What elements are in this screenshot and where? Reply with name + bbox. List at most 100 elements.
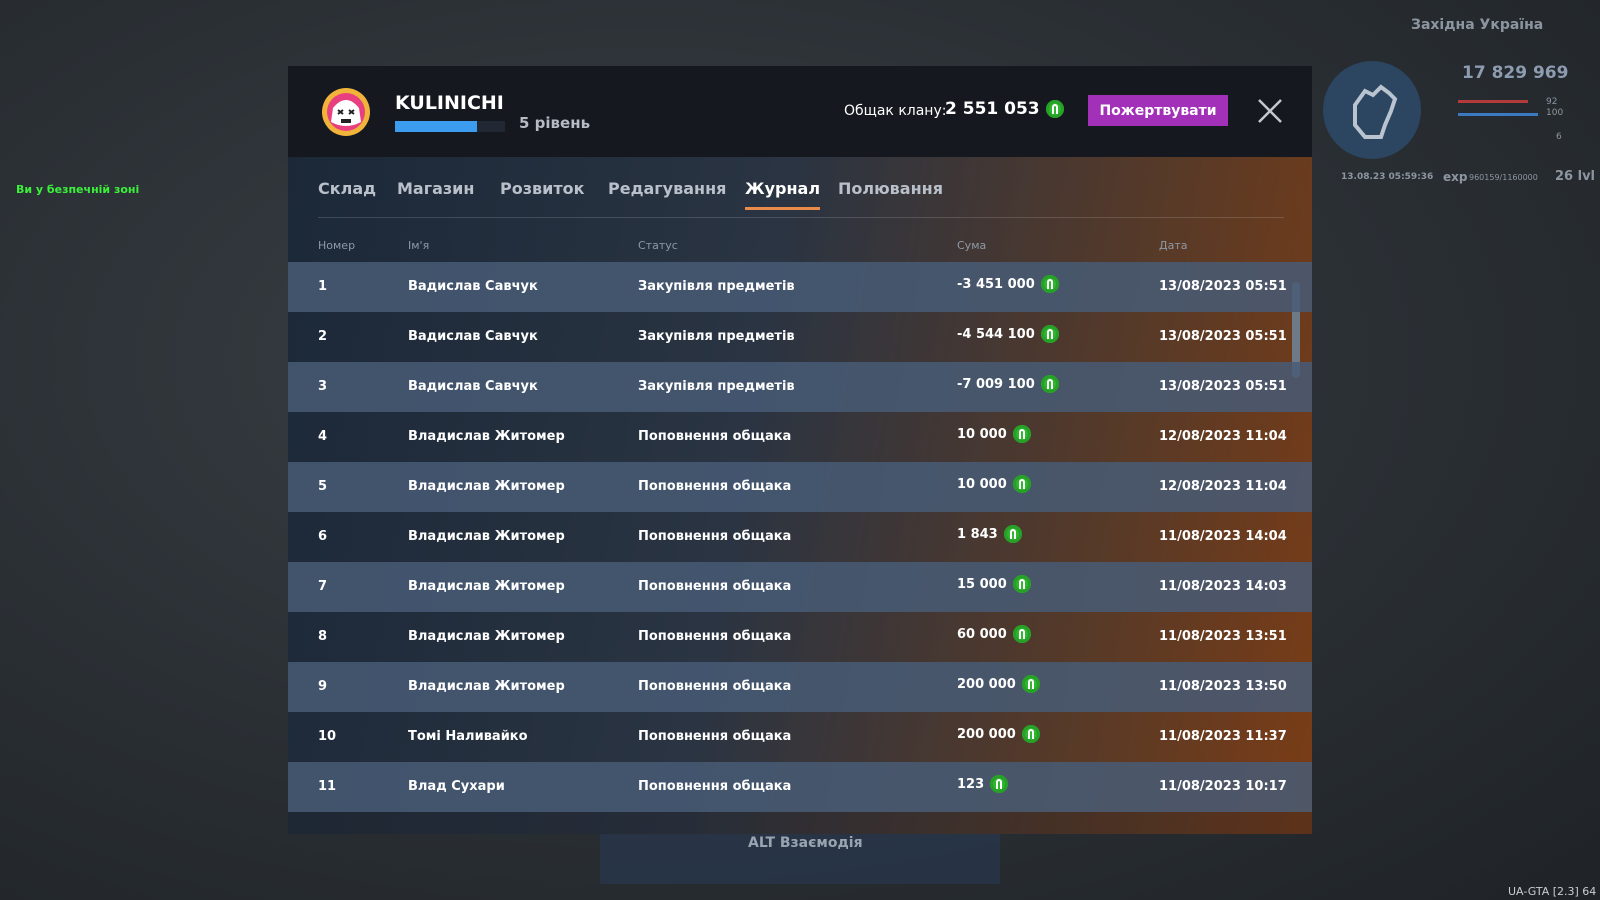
interaction-hint: ALT Взаємодія [748,835,863,851]
cell: -7 009 100 [957,376,1035,392]
cell: 11/08/2023 13:50 [1159,679,1287,694]
cell: Владислав Житомер [408,479,565,494]
tab[interactable]: Склад [318,179,377,198]
coin-icon [990,775,1009,793]
cell: 9 [318,679,328,694]
amount-cell: 200 000 [957,675,1040,693]
tab[interactable]: Полювання [838,179,943,198]
table-row[interactable]: 2 Вадислав Савчук Закупівля предметів -4 54… [288,312,1312,362]
hud-armor: 100 [1546,108,1564,118]
hint-box [600,834,1000,884]
scrollbar[interactable] [1292,282,1300,378]
tab[interactable]: Редагування [608,179,727,198]
amount-cell: 200 000 [957,725,1040,743]
cell: 11/08/2023 14:03 [1159,579,1287,594]
donate-button[interactable]: Пожертвувати [1088,95,1228,126]
table-row[interactable]: 10 Томі Наливайко Поповнення общака 200 000… [288,712,1312,762]
cell: 13/08/2023 05:51 [1159,379,1287,394]
version: UA-GTA [2.3] 64 [1508,885,1597,898]
cell: 8 [318,629,328,644]
column-header: Ім'я [408,239,430,252]
tab[interactable]: Магазин [397,179,475,198]
table-row[interactable]: 5 Владислав Житомер Поповнення общака 10 00… [288,462,1312,512]
bank-label: Общак клану: [844,103,947,119]
clan-name: KULINICHI [395,92,504,114]
column-header: Дата [1159,239,1188,252]
cell: 3 [318,379,328,394]
cell: 13/08/2023 05:51 [1159,329,1287,344]
cell: Вадислав Савчук [408,329,538,344]
column-header: Статус [638,239,678,252]
cell: Поповнення общака [638,629,792,644]
coin-icon [1040,275,1059,293]
modal-header: KULINICHI 5 рівень Общак клану: 2 551 05… [288,66,1312,157]
table-row[interactable]: 6 Владислав Житомер Поповнення общака 1 843… [288,512,1312,562]
cell: Поповнення общака [638,579,792,594]
cell: 11 [318,779,337,794]
cell: 60 000 [957,626,1007,642]
cell: Закупівля предметів [638,329,795,344]
cell: 200 000 [957,726,1016,742]
column-header: Номер [318,239,356,252]
cell: 2 [318,329,328,344]
cell: 11/08/2023 10:17 [1159,779,1287,794]
coin-icon [1045,100,1064,118]
amount-cell: 123 [957,775,1009,793]
cell: 200 000 [957,676,1016,692]
cell: -4 544 100 [957,326,1035,342]
cell: Вадислав Савчук [408,279,538,294]
coin-icon [1012,425,1031,443]
cell: Поповнення общака [638,729,792,744]
tab[interactable]: Розвиток [500,179,585,198]
hud-region: Західна Україна [1411,17,1544,33]
level-progress [395,121,505,132]
cell: Владислав Житомер [408,529,565,544]
cell: Закупівля предметів [638,379,795,394]
tab[interactable]: Журнал [745,179,821,210]
table-row[interactable]: 3 Вадислав Савчук Закупівля предметів -7 00… [288,362,1312,412]
health-bar [1458,100,1528,103]
amount-cell: 10 000 [957,475,1031,493]
cell: 12/08/2023 11:04 [1159,479,1287,494]
cell: Закупівля предметів [638,279,795,294]
cell: Поповнення общака [638,529,792,544]
cell: Поповнення общака [638,479,792,494]
table-row[interactable]: 4 Владислав Житомер Поповнення общака 10 00… [288,412,1312,462]
cell: Вадислав Савчук [408,379,538,394]
amount-cell: 10 000 [957,425,1031,443]
amount-cell: 60 000 [957,625,1031,643]
amount-cell: -4 544 100 [957,325,1059,343]
table-row[interactable]: 1 Вадислав Савчук Закупівля предметів -3 45… [288,262,1312,312]
fist-icon [1353,84,1398,139]
table-row[interactable]: 11 Влад Сухари Поповнення общака 123 11/08/2… [288,762,1312,812]
amount-cell: -3 451 000 [957,275,1059,293]
cell: 11/08/2023 11:37 [1159,729,1287,744]
close-button[interactable] [1256,97,1284,125]
cell: 12/08/2023 11:04 [1159,429,1287,444]
table-row[interactable]: 7 Владислав Житомер Поповнення общака 15 00… [288,562,1312,612]
coin-icon [1040,325,1059,343]
table-row[interactable]: 9 Владислав Житомер Поповнення общака 200 0… [288,662,1312,712]
safe-zone-text: Ви у безпечній зоні [16,183,140,196]
hud-exp-label: exp [1443,170,1468,184]
cell: 11/08/2023 14:04 [1159,529,1287,544]
cell: 7 [318,579,328,594]
amount-cell: 1 843 [957,525,1022,543]
hud-exp-value: 960159/1160000 [1469,173,1538,182]
cell: 15 000 [957,576,1007,592]
hud-level: 26 lvl [1555,169,1596,184]
cell: Поповнення общака [638,679,792,694]
table-row[interactable]: 8 Владислав Житомер Поповнення общака 60 00… [288,612,1312,662]
coin-icon [1012,475,1031,493]
hud-health: 92 [1546,97,1558,107]
cell: 13/08/2023 05:51 [1159,279,1287,294]
cell: -3 451 000 [957,276,1035,292]
table-row-partial [288,812,1312,834]
clan-level: 5 рівень [519,114,591,132]
amount-cell: 15 000 [957,575,1031,593]
armor-bar [1458,113,1538,116]
amount-cell: -7 009 100 [957,375,1059,393]
column-header: Сума [957,239,987,252]
cell: 10 000 [957,476,1007,492]
cell: Владислав Житомер [408,679,565,694]
